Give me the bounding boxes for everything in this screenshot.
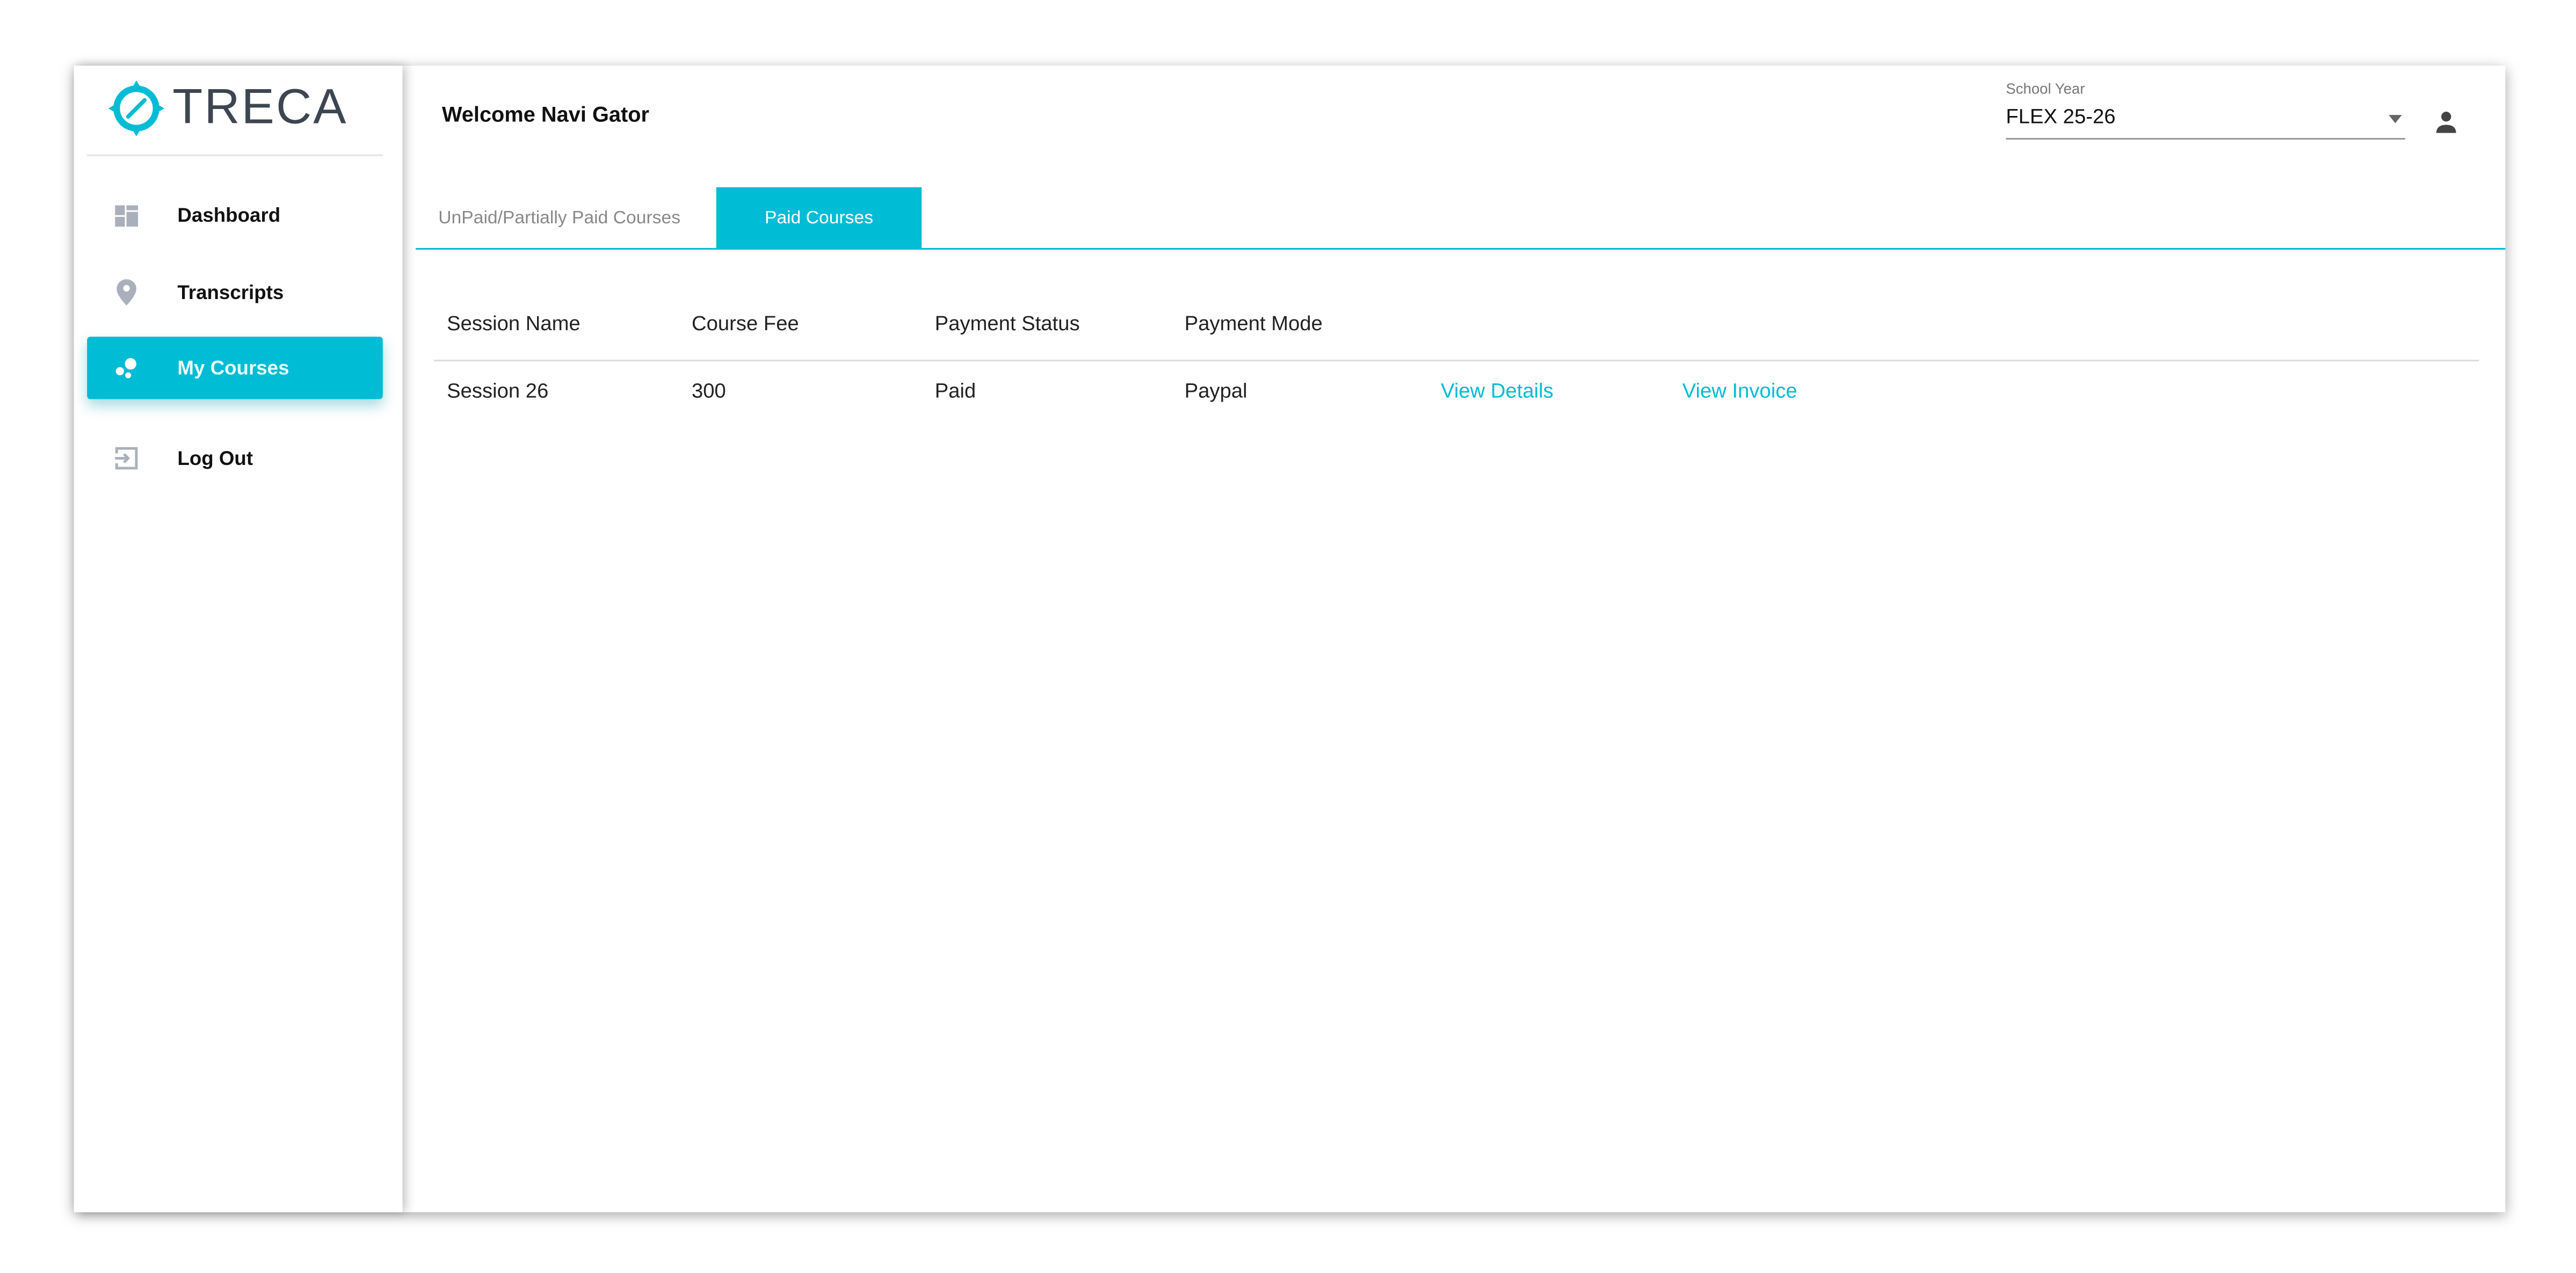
view-details-link[interactable]: View Details <box>1441 379 1554 403</box>
sidebar-item-log-out[interactable]: Log Out <box>87 427 383 489</box>
session-name-cell: Session 26 <box>447 379 549 403</box>
school-year-select[interactable]: FLEX 25-26 <box>2006 102 2405 140</box>
sidebar-item-label: Transcripts <box>177 281 284 304</box>
school-year-label: School Year <box>2006 80 2085 97</box>
payment-status-cell: Paid <box>934 379 976 403</box>
logo-text: TRECA <box>172 80 348 135</box>
main-content: Welcome Navi Gator School Year FLEX 25-2… <box>403 66 2506 1212</box>
logout-icon <box>113 445 140 471</box>
app-window: TRECA Dashboard Transcripts My Courses L… <box>74 66 2506 1212</box>
compass-logo-icon <box>108 80 164 136</box>
user-icon[interactable] <box>2435 110 2458 141</box>
logo: TRECA <box>107 79 348 138</box>
course-fee-cell: 300 <box>691 379 726 403</box>
column-header-session-name: Session Name <box>447 312 580 336</box>
column-header-payment-mode: Payment Mode <box>1184 312 1323 336</box>
payment-mode-cell: Paypal <box>1184 379 1247 403</box>
sidebar-item-my-courses[interactable]: My Courses <box>87 337 383 399</box>
table-header-divider <box>433 359 2479 362</box>
chevron-down-icon <box>2389 115 2402 123</box>
column-header-payment-status: Payment Status <box>934 312 1080 336</box>
sidebar-item-label: Dashboard <box>177 203 281 227</box>
sidebar-item-transcripts[interactable]: Transcripts <box>87 261 383 323</box>
sidebar-item-dashboard[interactable]: Dashboard <box>87 184 383 246</box>
dashboard-icon <box>113 202 140 228</box>
sidebar-item-label: My Courses <box>177 356 289 380</box>
view-invoice-link[interactable]: View Invoice <box>1682 379 1797 403</box>
sidebar: TRECA Dashboard Transcripts My Courses L… <box>74 66 403 1212</box>
column-header-course-fee: Course Fee <box>691 312 799 336</box>
bubbles-icon <box>113 355 140 381</box>
page-title: Welcome Navi Gator <box>441 101 650 127</box>
school-year-value: FLEX 25-26 <box>2006 105 2116 128</box>
tab-paid-courses[interactable]: Paid Courses <box>716 187 922 248</box>
location-pin-icon <box>113 279 140 306</box>
tab-unpaid-courses[interactable]: UnPaid/Partially Paid Courses <box>438 208 681 228</box>
sidebar-divider <box>87 154 383 156</box>
course-tabs: UnPaid/Partially Paid Courses Paid Cours… <box>416 187 2506 250</box>
sidebar-item-label: Log Out <box>177 447 253 470</box>
